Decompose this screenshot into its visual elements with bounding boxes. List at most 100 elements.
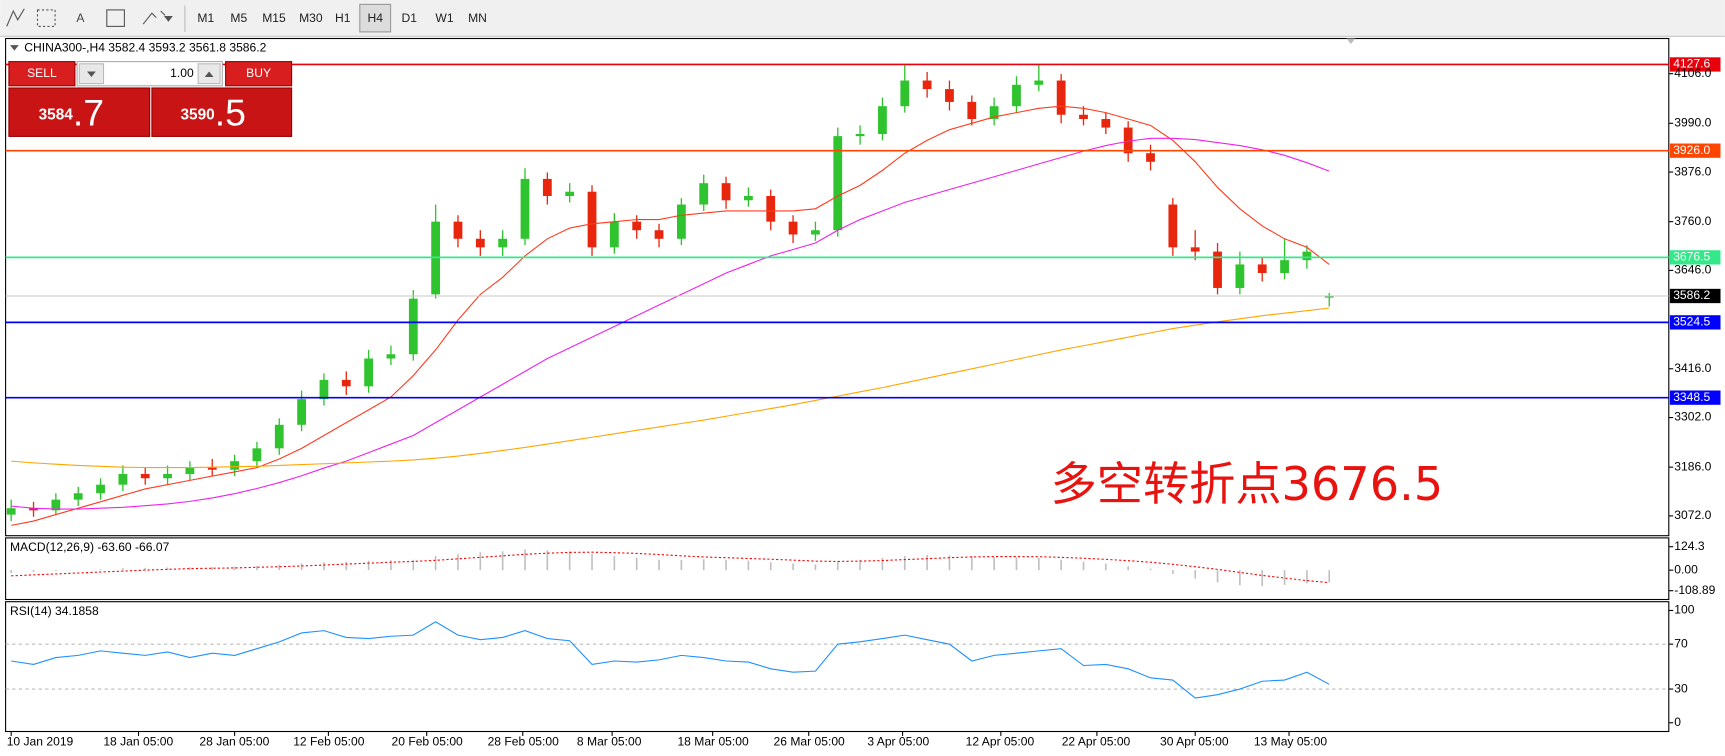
timeframe-button[interactable] [330,4,356,32]
candle-body [788,221,798,235]
candle-body [341,379,351,387]
timeframe-button[interactable] [463,4,492,32]
timeframe-button[interactable] [394,4,424,32]
candle-body [766,196,776,222]
timeframe-label[interactable]: W1 [435,11,453,25]
candle-body [297,399,307,425]
candle-body [565,191,575,197]
bid-price[interactable]: 3584.7 [39,91,104,133]
timeframe-button[interactable] [429,4,460,32]
candle-body [140,473,150,479]
candle-body [676,204,686,239]
candle-body [163,473,172,479]
timeframe-label[interactable]: D1 [402,11,418,25]
candle-body [967,101,977,120]
bid-main: 3584 [39,107,74,124]
indicators-icon[interactable] [6,8,25,27]
candle-body [587,191,597,248]
y-tick-label: 3302.0 [1674,410,1711,424]
timeframe-button[interactable] [192,4,219,32]
level-tag [1669,57,1721,72]
x-tick-label: 3 Apr 05:00 [867,735,929,749]
arrows-icon[interactable] [142,10,166,25]
x-tick-label: 12 Feb 05:00 [293,735,365,749]
text-tool[interactable]: A [76,11,85,25]
candle-body [185,467,195,474]
ask-box[interactable] [151,87,293,137]
y-tick-label: 70 [1674,636,1688,650]
text-label-icon[interactable] [106,9,125,27]
candle-body [1302,251,1312,261]
x-tick-label: 30 Apr 05:00 [1160,735,1229,749]
y-tick-label: 3760.0 [1674,214,1711,228]
timeframe-button[interactable] [225,4,252,32]
candle-body [1056,80,1066,115]
level-tag [1669,288,1721,304]
buy-button[interactable] [225,61,293,87]
candle-body [1101,119,1111,128]
x-tick-label: 18 Jan 05:00 [103,735,173,749]
candle-body [230,461,239,470]
y-tick-label: -108.89 [1674,583,1715,597]
timeframe-button[interactable] [256,4,292,32]
x-tick-label: 13 May 05:00 [1254,735,1328,749]
bid-box[interactable] [8,87,151,137]
y-tick-label: 124.3 [1674,539,1705,553]
x-tick-label: 26 Mar 05:00 [774,735,846,749]
candle-body [364,358,374,387]
timeframe-bar: M1 M5 M15 M30 H1 H4 D1 W1 MN [192,3,492,33]
sell-label[interactable]: SELL [27,66,57,80]
candle-body [699,183,709,205]
sell-button[interactable] [8,61,76,87]
candle-body [654,230,664,239]
x-tick-label: 20 Feb 05:00 [392,735,464,749]
timeframe-label[interactable]: M5 [230,11,247,25]
timeframe-label[interactable]: M1 [197,11,214,25]
timeframe-label[interactable]: H1 [335,11,351,25]
level-label: 3676.5 [1673,250,1710,264]
y-tick-label: 3072.0 [1674,508,1711,522]
candle-body [811,230,820,235]
timeframe-button[interactable] [359,3,392,33]
x-tick-label: 10 Jan 2019 [7,735,74,749]
rsi-panel [5,601,1670,733]
lot-value[interactable]: 1.00 [170,66,194,80]
moving-average [11,307,1330,469]
level-label: 3348.5 [1673,390,1710,404]
candle-body [319,379,329,400]
timeframe-label[interactable]: M30 [299,11,323,25]
y-tick-label: 3416.0 [1674,361,1711,375]
candle-body [833,136,843,231]
x-tick-label: 8 Mar 05:00 [577,735,642,749]
level-label: 4127.6 [1673,57,1710,71]
timeframe-label[interactable]: M15 [262,11,286,25]
candle-body [118,473,128,485]
buy-label[interactable]: BUY [246,66,271,80]
plot-layer: 4127.6 3926.0 3676.5 3586.2 3524.5 3348.5 多空转折… [5,41,1721,749]
candle-body [1235,264,1245,288]
candle-body [922,80,932,90]
dropdown-icon[interactable] [163,15,173,22]
candle-body [207,467,217,470]
moving-average [11,137,1330,510]
bid-big: .7 [73,91,104,133]
level-label: 3926.0 [1673,143,1710,157]
level-tag [1669,250,1721,265]
level-label: 3586.2 [1673,288,1710,302]
ask-price[interactable]: 3590.5 [180,91,245,133]
timeframe-label[interactable]: H4 [367,11,383,25]
candle-body [632,221,642,231]
candle-body [878,106,887,134]
candle-body [96,484,105,494]
candle-body [542,178,552,197]
candle-body [51,499,61,511]
candle-body [520,178,530,239]
timeframe-button[interactable] [294,4,327,32]
lot-down-arrow [86,71,96,78]
candle-body [274,424,284,449]
period-icon[interactable] [36,9,56,27]
candle-body [743,196,753,201]
timeframe-label[interactable]: MN [468,11,487,25]
toolbar-icons [6,5,186,32]
candle-body [1168,204,1178,248]
